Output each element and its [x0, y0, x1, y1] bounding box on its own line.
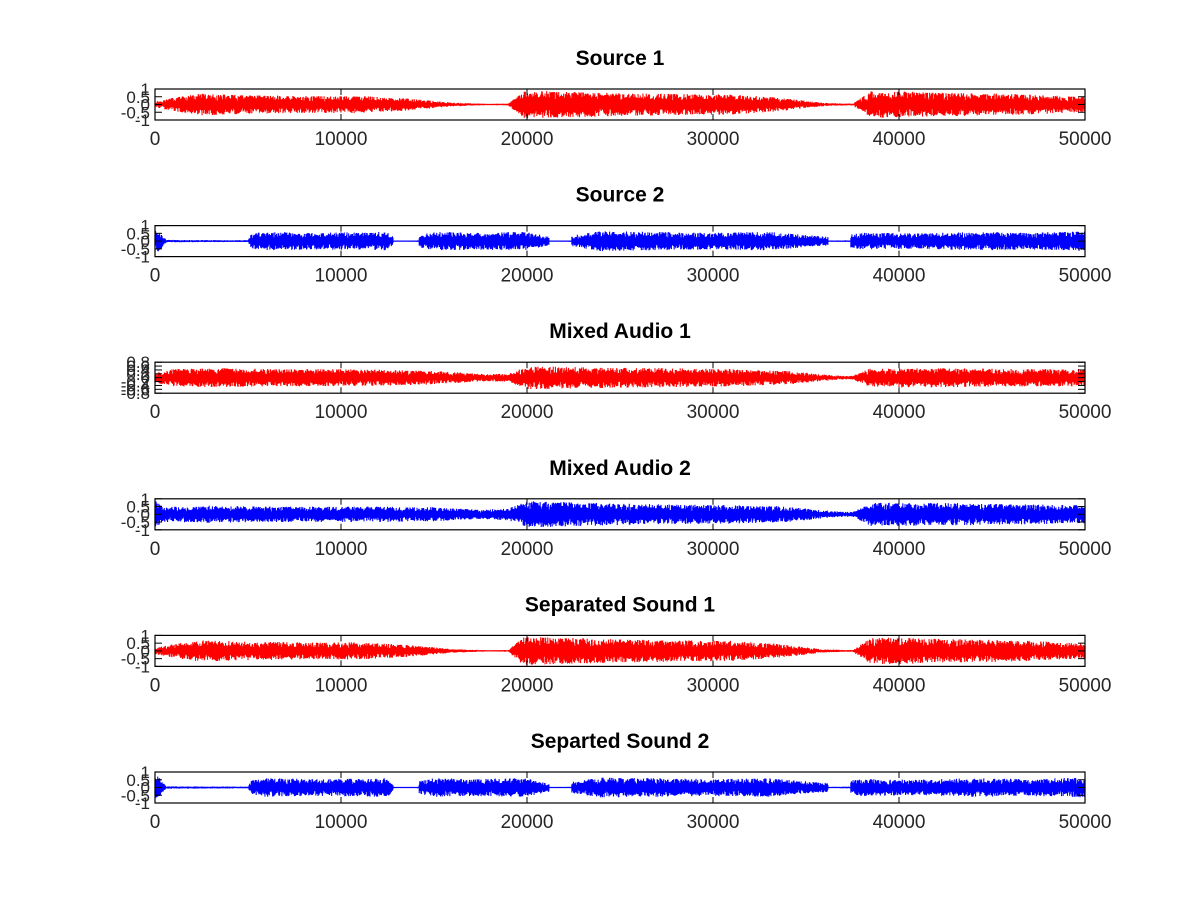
x-tick-label: 30000	[687, 675, 740, 696]
subplot-4: Mixed Audio 2 0 10000 20000 30000 40000 50000 -…	[121, 457, 1112, 560]
x-tick-label: 20000	[501, 539, 554, 560]
x-tick-label: 20000	[501, 129, 554, 150]
x-tick-label: 0	[150, 812, 161, 833]
x-tick-label: 0	[150, 675, 161, 696]
x-tick-label: 40000	[873, 812, 926, 833]
y-tick-label: 0.5	[126, 634, 150, 653]
x-tick-label: 20000	[501, 266, 554, 287]
y-tick-label: -0.8	[121, 384, 150, 403]
y-tick-label: -0.5	[121, 513, 150, 532]
y-tick-label: 0	[141, 369, 150, 388]
y-tick-label: 1	[141, 490, 150, 509]
y-tick-label: 0.6	[126, 357, 150, 376]
x-tick-label: 30000	[687, 812, 740, 833]
y-tick-label: -1	[135, 248, 150, 267]
y-tick-label: -0.5	[121, 240, 150, 259]
subplot-title: Separted Sound 2	[531, 730, 710, 753]
subplot-5: Separated Sound 1 0 10000 20000 30000 40000 50…	[121, 593, 1112, 696]
subplot-title: Mixed Audio 2	[549, 457, 691, 480]
x-tick-label: 50000	[1059, 675, 1112, 696]
y-tick-label: 0.5	[126, 224, 150, 243]
x-tick-label: 30000	[687, 266, 740, 287]
x-tick-label: 40000	[873, 675, 926, 696]
y-tick-label: 1	[141, 217, 150, 236]
y-tick-label: 0.5	[126, 771, 150, 790]
x-tick-label: 40000	[873, 129, 926, 150]
x-tick-label: 0	[150, 129, 161, 150]
x-tick-label: 10000	[315, 402, 368, 423]
y-tick-label: 0.4	[126, 361, 150, 380]
y-tick-label: -0.5	[121, 650, 150, 669]
subplot-2: Source 2 0 10000 20000 30000 40000 50000 -1-0.5…	[121, 184, 1112, 287]
x-tick-label: 20000	[501, 812, 554, 833]
y-tick-label: 0.5	[126, 88, 150, 107]
x-tick-label: 50000	[1059, 402, 1112, 423]
x-tick-label: 20000	[501, 675, 554, 696]
y-tick-label: -0.4	[121, 376, 150, 395]
y-tick-label: -0.2	[121, 373, 150, 392]
y-tick-label: 0	[141, 232, 150, 251]
y-tick-label: 0.2	[126, 365, 150, 384]
x-tick-label: 50000	[1059, 129, 1112, 150]
y-tick-label: 0.5	[126, 498, 150, 517]
x-tick-label: 0	[150, 266, 161, 287]
y-tick-label: -1	[135, 794, 150, 813]
subplot-1: Source 1 0 10000 20000 30000 40000 50000 -1-0.5…	[121, 47, 1112, 150]
x-tick-label: 30000	[687, 129, 740, 150]
x-tick-label: 10000	[315, 266, 368, 287]
x-tick-label: 40000	[873, 266, 926, 287]
x-tick-label: 40000	[873, 539, 926, 560]
y-tick-label: 1	[141, 626, 150, 645]
y-tick-label: -0.5	[121, 786, 150, 805]
x-tick-label: 50000	[1059, 812, 1112, 833]
x-tick-label: 10000	[315, 539, 368, 560]
x-tick-label: 30000	[687, 402, 740, 423]
x-tick-label: 0	[150, 539, 161, 560]
x-tick-label: 0	[150, 402, 161, 423]
x-tick-label: 10000	[315, 812, 368, 833]
y-tick-label: 0	[141, 642, 150, 661]
y-tick-label: -1	[135, 111, 150, 130]
y-tick-label: -0.5	[121, 103, 150, 122]
y-tick-label: 0.8	[126, 353, 150, 372]
x-tick-label: 10000	[315, 675, 368, 696]
x-tick-label: 20000	[501, 402, 554, 423]
subplot-title: Separated Sound 1	[525, 593, 716, 616]
subplot-3: Mixed Audio 1 0 10000 20000 30000 40000 50000 -…	[121, 320, 1112, 423]
y-tick-label: 1	[141, 763, 150, 782]
x-tick-label: 30000	[687, 539, 740, 560]
subplot-6: Separted Sound 2 0 10000 20000 30000 40000 500…	[121, 730, 1112, 833]
y-tick-label: -1	[135, 521, 150, 540]
y-tick-label: -1	[135, 657, 150, 676]
x-tick-label: 40000	[873, 402, 926, 423]
subplot-title: Source 1	[576, 47, 665, 70]
subplot-title: Mixed Audio 1	[549, 320, 691, 343]
y-tick-label: -0.6	[121, 380, 150, 399]
y-tick-label: 0	[141, 505, 150, 524]
x-tick-label: 10000	[315, 129, 368, 150]
x-tick-label: 50000	[1059, 266, 1112, 287]
y-tick-label: 0	[141, 96, 150, 115]
y-tick-label: 0	[141, 779, 150, 798]
x-tick-label: 50000	[1059, 539, 1112, 560]
y-tick-label: 1	[141, 80, 150, 99]
subplot-title: Source 2	[576, 184, 665, 207]
